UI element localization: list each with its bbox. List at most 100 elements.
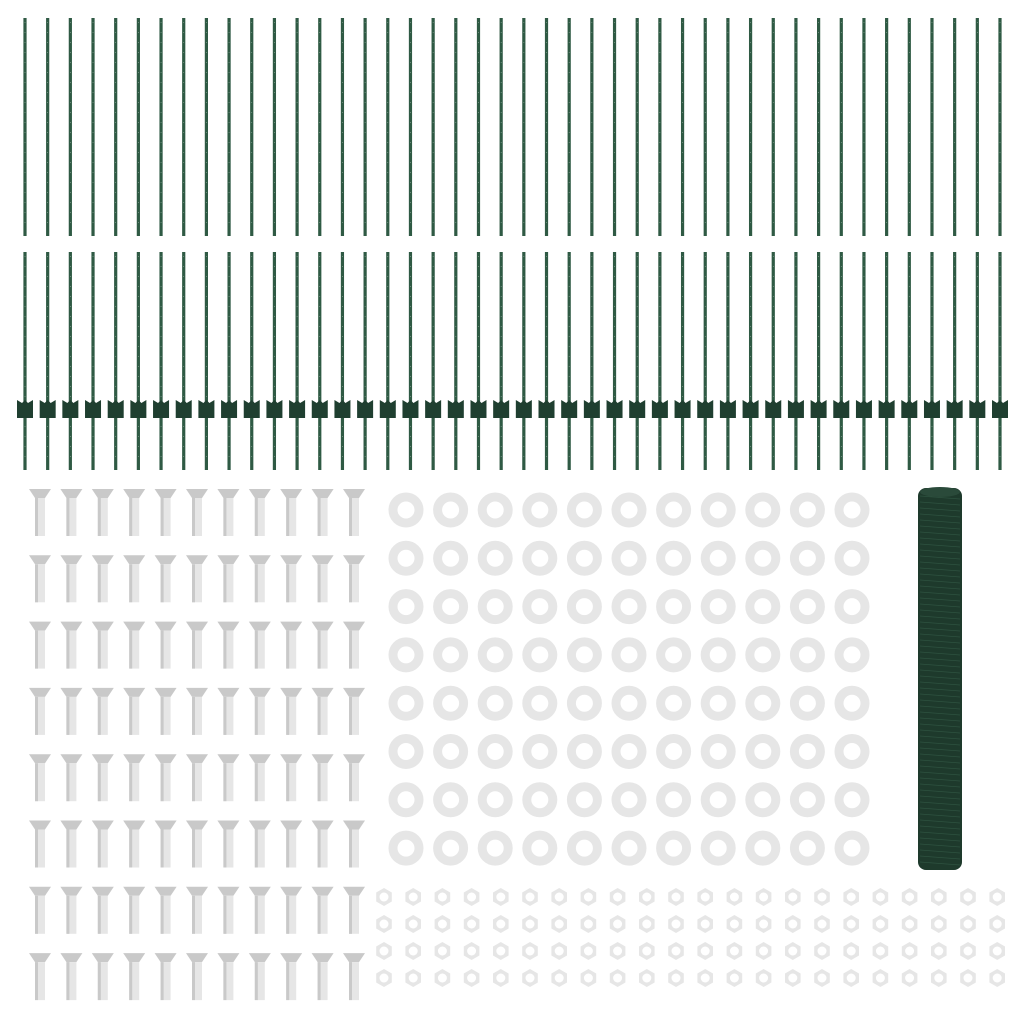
anchor-plate <box>969 400 986 418</box>
hex-nut <box>434 969 451 987</box>
bolt <box>123 820 146 868</box>
fence-post <box>402 252 419 470</box>
fence-post <box>726 18 730 236</box>
anchor-plate <box>787 400 804 418</box>
bolt <box>248 489 271 536</box>
bolt <box>29 953 51 1001</box>
hex-nut <box>609 942 626 960</box>
bolt <box>29 555 51 603</box>
washer <box>834 637 870 673</box>
hex-nut <box>901 969 918 987</box>
fence-post <box>130 252 147 470</box>
hex-nut <box>639 915 655 933</box>
bolt <box>248 886 271 934</box>
anchor-plate <box>198 400 215 418</box>
fence-post <box>590 18 594 236</box>
anchor-plate <box>651 400 668 418</box>
bolt <box>280 754 303 802</box>
fence-post <box>998 18 1002 236</box>
bolt <box>91 820 114 868</box>
bolt <box>217 555 240 603</box>
fence-post <box>159 18 163 236</box>
hex-nut <box>814 969 830 987</box>
washer <box>522 830 558 866</box>
bolt <box>123 953 146 1001</box>
anchor-plate <box>515 400 532 418</box>
anchor-plate <box>538 400 555 418</box>
fence-post <box>680 18 685 236</box>
bolt <box>343 953 365 1001</box>
hex-nut <box>755 942 772 960</box>
bolt <box>343 886 365 934</box>
fence-post <box>386 18 390 236</box>
washer <box>789 589 825 625</box>
bolt <box>154 953 177 1001</box>
bolt <box>311 555 334 603</box>
bolt <box>154 886 177 934</box>
washer <box>745 589 781 625</box>
washer <box>834 589 870 625</box>
bolt <box>311 953 334 1001</box>
washer <box>656 830 692 866</box>
fence-post <box>23 18 27 236</box>
anchor-plate <box>447 400 464 418</box>
hex-nut <box>376 915 392 933</box>
hex-nut <box>493 915 509 933</box>
hex-nut <box>580 969 597 987</box>
washer <box>477 589 513 625</box>
bolt <box>217 489 240 536</box>
bolt <box>217 621 240 669</box>
bolt <box>280 489 303 536</box>
hex-nut <box>551 888 567 906</box>
hex-nut <box>931 942 947 960</box>
hex-nut <box>872 888 889 906</box>
fence-post <box>907 18 911 236</box>
hex-nut <box>668 942 684 960</box>
hex-nut <box>901 888 918 906</box>
hex-nut <box>580 942 597 960</box>
washer <box>611 540 647 576</box>
washer <box>611 492 647 528</box>
hex-nut <box>697 969 713 987</box>
anchor-plate <box>153 400 170 418</box>
fence-post <box>470 252 487 470</box>
fence-post <box>538 252 555 470</box>
hex-nut <box>872 969 889 987</box>
bolt <box>60 820 83 868</box>
fence-post <box>810 252 827 470</box>
fence-post <box>107 252 124 470</box>
fence-post <box>771 18 775 236</box>
hex-nut <box>434 942 451 960</box>
bolt <box>60 621 83 669</box>
fence-post <box>658 18 662 236</box>
bolt <box>91 555 114 603</box>
hex-nut <box>843 969 859 987</box>
hex-nut <box>463 915 480 933</box>
bolts <box>29 489 365 1001</box>
bolt <box>123 754 146 802</box>
hex-nut <box>580 915 597 933</box>
nuts <box>376 888 1005 987</box>
anchor-plate <box>289 400 306 418</box>
bolt <box>154 820 177 868</box>
washer <box>700 540 736 576</box>
washer <box>388 492 424 528</box>
hex-nut <box>376 942 392 960</box>
bolt <box>186 953 208 1001</box>
bolt <box>123 886 146 934</box>
bolt <box>186 621 208 669</box>
fence-post <box>198 252 215 470</box>
fence-post <box>748 18 753 236</box>
fence-post <box>969 252 986 470</box>
hex-nut <box>785 942 801 960</box>
mesh-roll <box>918 487 962 870</box>
washer <box>566 685 602 721</box>
hex-nut <box>405 915 421 933</box>
bolt <box>154 555 177 603</box>
hex-nut <box>493 942 509 960</box>
hex-nut <box>522 915 538 933</box>
fence-post <box>62 252 79 470</box>
washer <box>433 637 469 673</box>
fence-post <box>454 18 458 236</box>
hex-nut <box>872 942 889 960</box>
